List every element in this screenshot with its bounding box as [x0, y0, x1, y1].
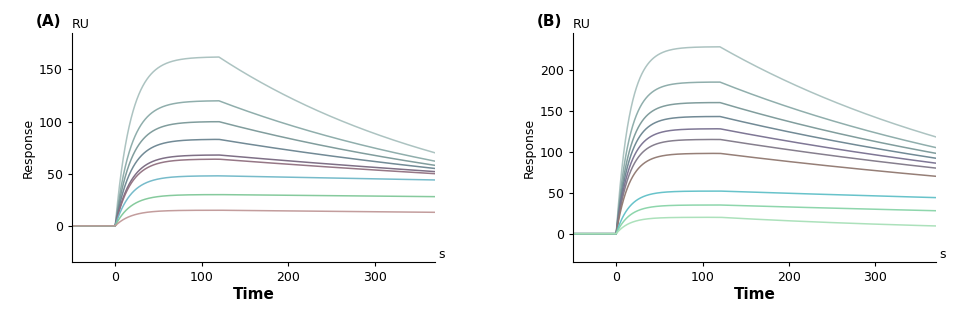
- X-axis label: Time: Time: [733, 287, 776, 302]
- Text: (A): (A): [36, 14, 61, 30]
- Text: s: s: [439, 248, 445, 261]
- Y-axis label: Response: Response: [22, 117, 35, 178]
- Text: s: s: [940, 248, 947, 261]
- Text: RU: RU: [573, 17, 590, 31]
- Text: RU: RU: [72, 17, 90, 31]
- Y-axis label: Response: Response: [523, 117, 536, 178]
- X-axis label: Time: Time: [232, 287, 275, 302]
- Text: (B): (B): [537, 14, 562, 30]
